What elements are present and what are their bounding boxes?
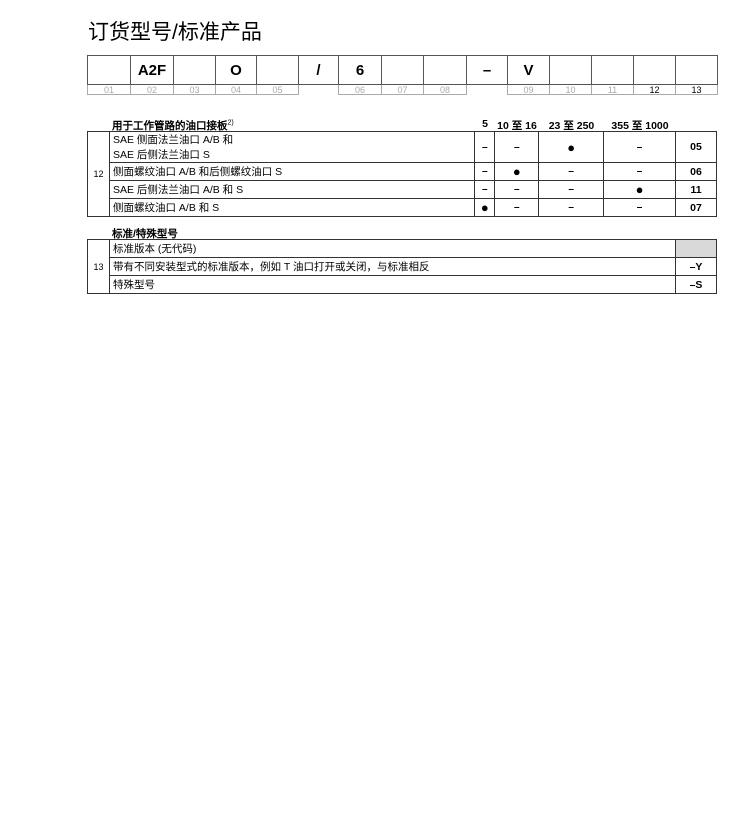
availability-mark: ● — [494, 162, 540, 181]
code-cell — [256, 55, 299, 85]
table-row: 侧面螺纹油口 A/B 和后侧螺纹油口 S – ● – –06 — [88, 162, 717, 181]
description-line: SAE 后侧法兰油口 A/B 和 S — [112, 184, 244, 196]
code-position-number: 01 — [87, 85, 131, 95]
order-code: –S — [675, 275, 717, 294]
code-cell — [87, 55, 131, 85]
code-cell: V — [507, 55, 550, 85]
availability-mark: – — [538, 162, 605, 181]
availability-mark: ● — [603, 180, 676, 199]
table-row: 侧面螺纹油口 A/B 和 S ● – – –07 — [88, 198, 717, 217]
order-code: 05 — [675, 131, 717, 163]
availability-mark: – — [474, 162, 496, 181]
code-cell — [381, 55, 424, 85]
page-title: 订货型号/标准产品 — [88, 21, 262, 44]
code-position-number: 10 — [549, 85, 592, 95]
description-line: SAE 后侧法兰油口 S — [112, 149, 210, 161]
availability-mark: – — [538, 180, 605, 199]
code-position-number: 09 — [507, 85, 550, 95]
code-cell: A2F — [130, 55, 174, 85]
table-row: SAE 后侧法兰油口 A/B 和 S – – – ● 11 — [88, 180, 717, 199]
order-code: 07 — [675, 198, 717, 217]
description-cell: SAE 后侧法兰油口 A/B 和 S — [108, 180, 476, 199]
description-cell: 侧面螺纹油口 A/B 和后侧螺纹油口 S — [108, 162, 476, 181]
availability-mark: – — [603, 198, 676, 217]
size-column-header: 23 至 250 — [548, 120, 595, 132]
section-12-title: 用于工作管路的油口接板2) — [112, 119, 234, 133]
code-position-number: 08 — [423, 85, 467, 95]
availability-mark: – — [494, 198, 540, 217]
code-cell: / — [298, 55, 339, 85]
code-position-number: 05 — [256, 85, 299, 95]
description-line: 侧面螺纹油口 A/B 和 S — [112, 202, 220, 214]
table-row: 特殊型号 –S — [88, 275, 717, 294]
availability-mark: – — [494, 131, 540, 163]
description-cell: 侧面螺纹油口 A/B 和 S — [108, 198, 476, 217]
code-cell — [633, 55, 676, 85]
code-position-number: 03 — [173, 85, 216, 95]
order-code — [675, 239, 717, 258]
code-position-number: 06 — [338, 85, 382, 95]
order-code: 11 — [675, 180, 717, 199]
code-cell: O — [215, 55, 257, 85]
size-column-header: 5 — [482, 118, 488, 130]
availability-mark: – — [603, 131, 676, 163]
code-cell — [173, 55, 216, 85]
availability-mark: – — [603, 162, 676, 181]
code-cell: – — [466, 55, 508, 85]
table-row: 带有不同安装型式的标准版本，例如 T 油口打开或关闭，与标准相反 –Y — [88, 257, 717, 276]
description-cell: 标准版本 (无代码) — [108, 239, 677, 258]
table-row: 13 标准版本 (无代码) — [87, 239, 717, 294]
availability-mark: ● — [474, 198, 496, 217]
code-position-number: 11 — [591, 85, 634, 95]
section-13-title: 标准/特殊型号 — [112, 228, 178, 240]
row-group-label: 12 — [87, 131, 110, 217]
code-cell — [591, 55, 634, 85]
code-position-number: 13 — [675, 85, 718, 95]
description-cell: SAE 侧面法兰油口 A/B 和 SAE 后侧法兰油口 S — [108, 131, 476, 163]
code-cell — [549, 55, 592, 85]
table-row: 12 SAE 侧面法兰油口 A/B 和 SAE 后侧法兰油口 S – – ● –05 — [87, 131, 717, 217]
code-position-number: 07 — [381, 85, 424, 95]
code-cell: 6 — [338, 55, 382, 85]
availability-mark: ● — [538, 131, 605, 163]
availability-mark: – — [538, 198, 605, 217]
description-line: 侧面螺纹油口 A/B 和后侧螺纹油口 S — [112, 166, 283, 178]
description-cell: 带有不同安装型式的标准版本，例如 T 油口打开或关闭，与标准相反 — [108, 257, 677, 276]
section-12-table: 12 SAE 侧面法兰油口 A/B 和 SAE 后侧法兰油口 S – – ● –05 侧面螺纹… — [87, 131, 717, 217]
description-line: SAE 侧面法兰油口 A/B 和 — [112, 134, 234, 146]
size-column-header: 10 至 16 — [497, 120, 537, 132]
code-cell — [675, 55, 718, 85]
section-13-table: 13 标准版本 (无代码) 带有不同安装型式的标准版本，例如 T 油口打开或关闭，与… — [87, 239, 717, 294]
availability-mark: – — [494, 180, 540, 199]
code-position-number: 12 — [633, 85, 676, 95]
description-cell: 特殊型号 — [108, 275, 677, 294]
code-position-number: 04 — [215, 85, 257, 95]
code-cell — [423, 55, 467, 85]
code-position-number: 02 — [130, 85, 174, 95]
availability-mark: – — [474, 131, 496, 163]
availability-mark: – — [474, 180, 496, 199]
size-column-header: 355 至 1000 — [611, 120, 669, 132]
row-group-label: 13 — [87, 239, 110, 294]
order-code: –Y — [675, 257, 717, 276]
order-code: 06 — [675, 162, 717, 181]
